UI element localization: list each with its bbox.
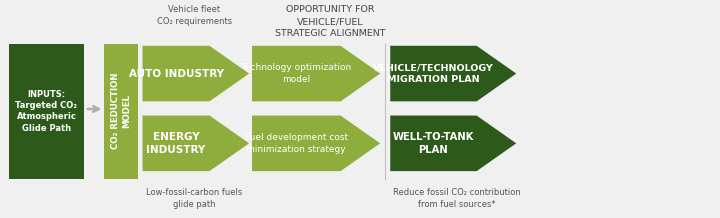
Polygon shape: [390, 46, 516, 101]
Polygon shape: [143, 116, 249, 171]
Polygon shape: [252, 116, 380, 171]
Polygon shape: [390, 116, 516, 171]
Polygon shape: [9, 44, 84, 179]
Text: ENERGY
INDUSTRY: ENERGY INDUSTRY: [146, 132, 206, 155]
Polygon shape: [252, 46, 380, 101]
Text: AUTO INDUSTRY: AUTO INDUSTRY: [129, 69, 223, 78]
Text: CO₂ REDUCTION
MODEL: CO₂ REDUCTION MODEL: [111, 73, 131, 149]
Text: Fuel development cost
minimization strategy: Fuel development cost minimization strat…: [245, 133, 348, 153]
Polygon shape: [104, 44, 138, 179]
Text: Reduce fossil CO₂ contribution
from fuel sources*: Reduce fossil CO₂ contribution from fuel…: [393, 189, 521, 209]
Text: Low-fossil-carbon fuels
glide path: Low-fossil-carbon fuels glide path: [146, 189, 243, 209]
Text: VEHICLE/TECHNOLOGY
MIGRATION PLAN: VEHICLE/TECHNOLOGY MIGRATION PLAN: [373, 63, 494, 84]
Text: Technology optimization
model: Technology optimization model: [241, 63, 351, 84]
Text: Vehicle fleet
CO₂ requirements: Vehicle fleet CO₂ requirements: [157, 5, 232, 26]
Text: WELL-TO-TANK
PLAN: WELL-TO-TANK PLAN: [392, 132, 474, 155]
Text: OPPORTUNITY FOR
VEHICLE/FUEL
STRATEGIC ALIGNMENT: OPPORTUNITY FOR VEHICLE/FUEL STRATEGIC A…: [274, 5, 385, 38]
Polygon shape: [143, 46, 249, 101]
Text: INPUTS:
Targeted CO₂
Atmospheric
Glide Path: INPUTS: Targeted CO₂ Atmospheric Glide P…: [15, 90, 78, 133]
